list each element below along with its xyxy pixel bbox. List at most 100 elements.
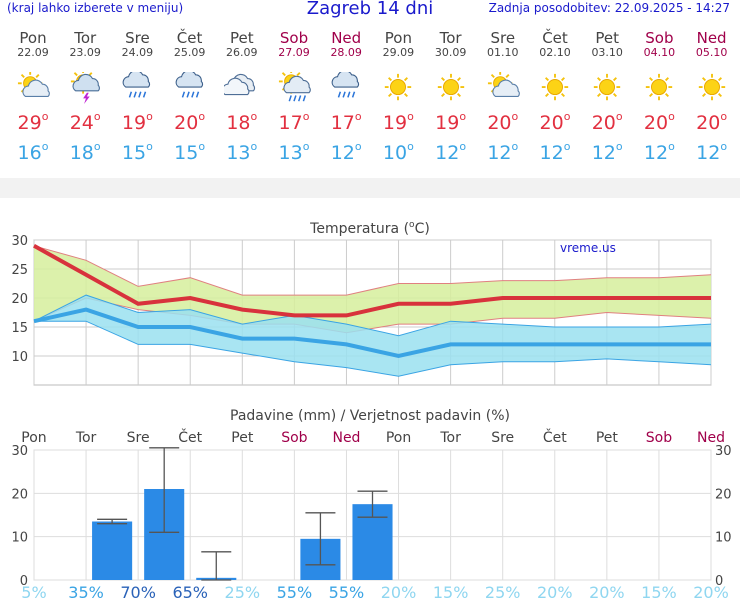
temp-max-value: 17 [330, 112, 355, 134]
temp-max: 17o [268, 110, 320, 134]
temp-min-value: 10 [382, 142, 408, 164]
precip-x-label: Ned [697, 430, 725, 446]
sun-cloud-rain-icon [278, 72, 311, 102]
temp-min: 15o [111, 140, 163, 164]
page-title: Zagreb 14 dni [306, 0, 434, 19]
degree-mark: o [93, 110, 101, 123]
temp-min: 10o [372, 140, 424, 164]
temp-min-value: 18 [69, 142, 94, 164]
min-temp-range-band-lower [34, 320, 712, 377]
temp-max: 20o [633, 110, 685, 134]
precip-probability: 15% [641, 583, 677, 600]
day-date: 02.10 [539, 46, 571, 59]
temp-max-value: 20 [696, 112, 721, 134]
temp-max-value: 18 [226, 112, 251, 134]
day-date: 01.10 [487, 46, 519, 59]
day-name: Sob [279, 29, 309, 47]
day-column: Ned 05.10 20o 12o [686, 30, 738, 165]
max-temp-line [33, 244, 711, 318]
day-date: 24.09 [121, 46, 154, 59]
min-temp-range-band-upper [33, 294, 712, 337]
precip-probability: 55% [277, 583, 313, 600]
degree-mark: o [250, 140, 258, 153]
sunny-icon [437, 73, 464, 101]
day-date: 03.10 [591, 46, 623, 59]
title-unit: C) [415, 221, 430, 237]
temp-min: 18o [59, 140, 111, 164]
temp-min-value: 16 [17, 142, 42, 164]
degree-mark: o [668, 140, 675, 153]
degree-mark: o [720, 110, 728, 123]
max-temp-range-band-lower [33, 297, 712, 334]
day-column: Pet 03.10 20o 12o [581, 30, 633, 165]
precip-y-tick-right: 20 [715, 487, 732, 502]
temp-min-value: 12 [696, 142, 721, 164]
sunny-icon [646, 73, 673, 101]
min-temp-range-band [34, 295, 711, 377]
precip-probability: 20% [381, 583, 417, 600]
day-date: 30.09 [434, 46, 467, 59]
day-date: 28.09 [330, 46, 362, 59]
day-date: 05.10 [695, 46, 728, 59]
temp-min-value: 15 [121, 142, 147, 164]
precip-probability: 65% [172, 583, 208, 600]
day-column: Tor 23.09 24o 18o [59, 30, 111, 165]
temp-max: 18o [216, 110, 268, 134]
precip-probability: 20% [537, 583, 573, 600]
temp-min-value: 12 [643, 142, 669, 164]
title-text: Temperatura ( [309, 221, 409, 237]
degree-mark: o [459, 110, 467, 123]
day-date: 23.09 [69, 46, 101, 59]
degree-mark: o [615, 140, 623, 153]
title-degree: o [409, 220, 415, 230]
precip-x-label: Pon [386, 430, 411, 446]
degree-mark: o [354, 110, 362, 123]
temp-max: 20o [581, 110, 633, 134]
location-hint[interactable]: (kraj lahko izberete v meniju) [7, 1, 184, 15]
day-name: Ned [331, 29, 362, 47]
temp-max-value: 20 [643, 112, 669, 134]
precip-y-tick-left: 0 [20, 574, 28, 589]
temp-max-value: 20 [539, 112, 564, 134]
day-date: 25.09 [173, 46, 206, 59]
temp-min: 15o [164, 140, 216, 164]
degree-mark: o [668, 110, 675, 123]
temp-max-value: 19 [382, 112, 408, 134]
temp-min-value: 12 [591, 142, 616, 164]
degree-mark: o [511, 110, 519, 123]
precip-x-label: Tor [75, 430, 97, 446]
degree-mark: o [615, 110, 623, 123]
temp-max: 20o [529, 110, 581, 134]
day-name: Sre [125, 29, 150, 47]
temp-min: 12o [686, 140, 738, 164]
precip-x-label: Pet [231, 430, 254, 446]
day-column: Pon 22.09 29o 16o [7, 30, 59, 164]
precip-probability: 25% [225, 583, 261, 600]
day-date: 22.09 [17, 46, 49, 59]
degree-mark: o [41, 110, 49, 123]
degree-mark: o [93, 140, 101, 153]
separator-band [0, 178, 740, 198]
temp-min: 12o [529, 140, 581, 164]
max-temp-range-band [34, 245, 711, 333]
watermark: vreme.us [560, 241, 616, 255]
temp-max-value: 29 [17, 112, 42, 134]
degree-mark: o [563, 140, 571, 153]
sun-partly-cloudy-icon [17, 72, 50, 98]
temp-min: 16o [7, 140, 59, 164]
precip-x-label: Čet [543, 428, 567, 446]
precip-x-label: Pon [21, 430, 46, 446]
day-column: Sre 01.10 20o 12o [477, 30, 529, 164]
temp-min-value: 12 [487, 142, 512, 164]
temp-y-tick: 20 [11, 292, 28, 307]
max-temp-range-band-upper [33, 245, 712, 296]
rain-cloud-icon [175, 72, 203, 98]
precip-probability: 20% [589, 583, 625, 600]
precip-probability: 20% [693, 583, 729, 600]
temp-max: 17o [320, 110, 372, 134]
header: (kraj lahko izberete v meniju) Zagreb 14… [0, 0, 740, 22]
daily-forecast-strip: Pon 22.09 29o 16o Tor 23.09 24o 18o Sre 24.09 19o 1… [7, 30, 735, 175]
precip-x-label: Ned [332, 430, 360, 446]
temp-max-value: 20 [487, 112, 512, 134]
degree-mark: o [407, 110, 414, 123]
